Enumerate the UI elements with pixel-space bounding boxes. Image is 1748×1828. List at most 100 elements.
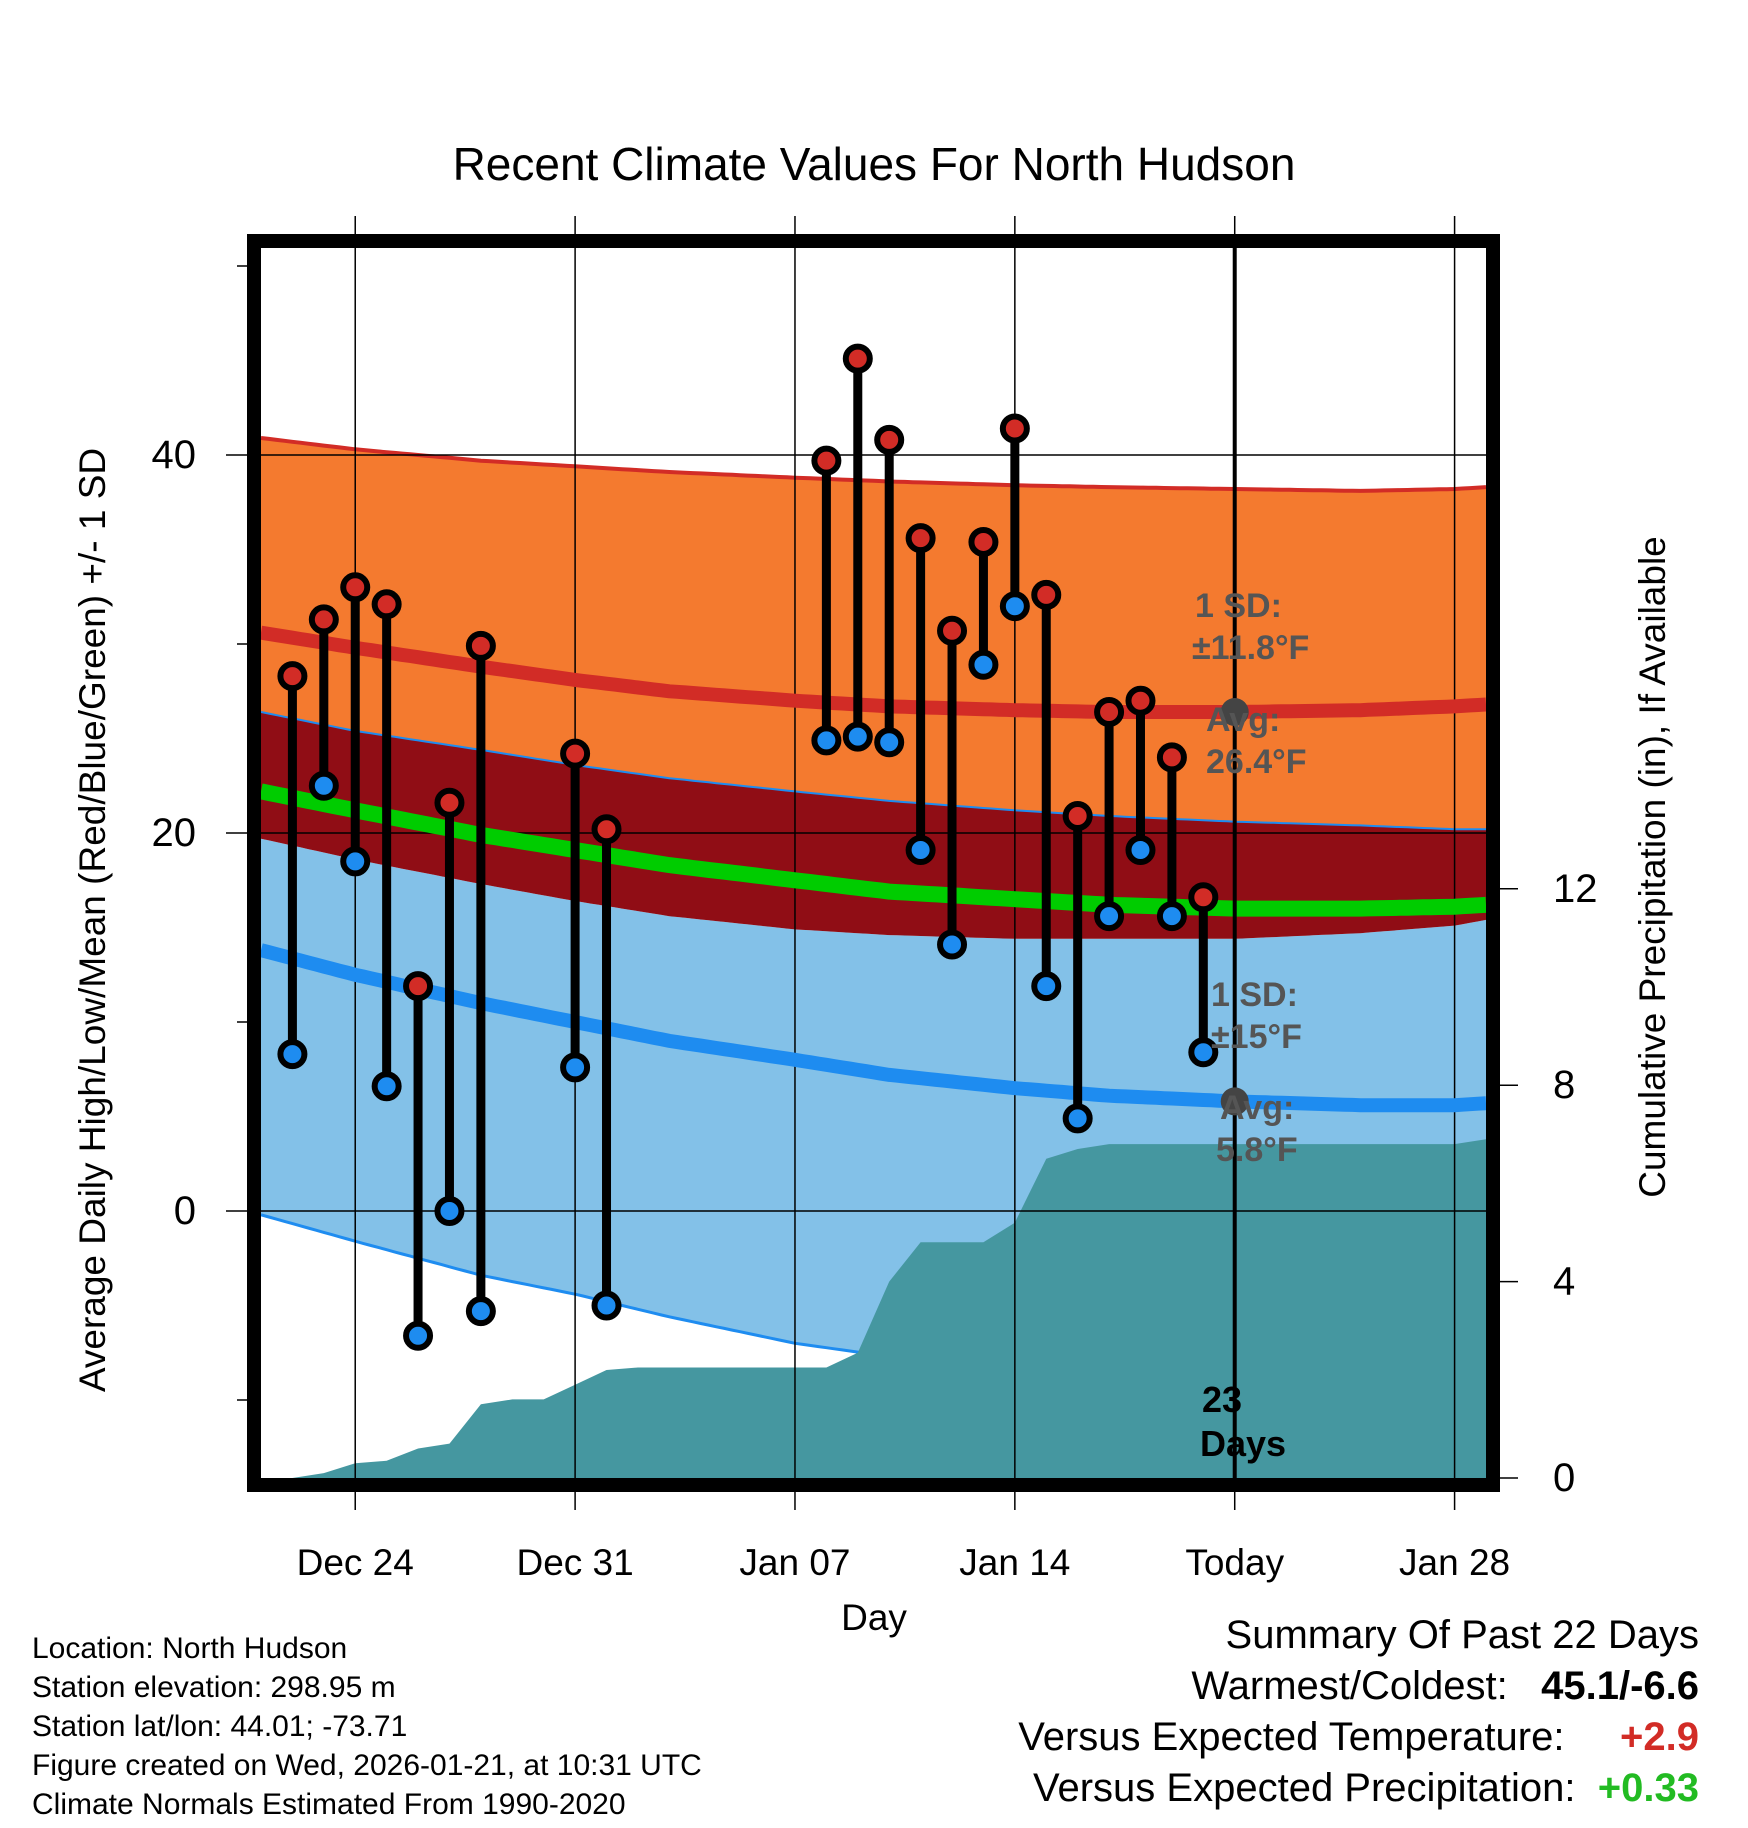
low-avg-marker — [1220, 1087, 1249, 1116]
observation-day — [1094, 697, 1125, 932]
observation-day — [1125, 685, 1156, 866]
x-tick-label: Jan 28 — [1399, 1542, 1510, 1583]
low-marker — [999, 591, 1030, 622]
high-marker — [937, 615, 968, 646]
observation-day — [434, 787, 465, 1226]
x-tick-label: Jan 07 — [739, 1542, 850, 1583]
low-marker — [1062, 1103, 1093, 1134]
high-marker — [968, 526, 999, 557]
low-marker — [811, 725, 842, 756]
high-avg-label: Avg: — [1206, 701, 1280, 739]
high-marker — [1062, 800, 1093, 831]
high-avg-marker — [1220, 698, 1249, 727]
days-label: Days — [1200, 1423, 1286, 1464]
low-marker — [1031, 971, 1062, 1002]
high-marker — [465, 630, 496, 661]
y-tick-label: 40 — [152, 433, 197, 477]
high-marker — [560, 738, 591, 769]
low-marker — [403, 1320, 434, 1351]
overlap-band — [261, 712, 1486, 939]
low-marker — [1094, 901, 1125, 932]
high-marker — [905, 523, 936, 554]
temp-anomaly-label: Versus Expected Temperature: — [1018, 1715, 1565, 1759]
precip-anomaly-label: Versus Expected Precipitation: — [1033, 1766, 1576, 1810]
chart-title: Recent Climate Values For North Hudson — [453, 138, 1296, 190]
low-marker — [465, 1296, 496, 1327]
summary-panel: Summary Of Past 22 Days Warmest/Coldest:… — [1018, 1610, 1699, 1814]
y-right-axis-title: Cumulative Precipitation (in), If Availa… — [1632, 536, 1673, 1198]
high-marker — [874, 424, 905, 455]
temp-anomaly-value: +2.9 — [1620, 1715, 1699, 1759]
observation-day — [905, 523, 936, 866]
observation-day — [560, 738, 591, 1083]
observation-day — [842, 343, 873, 752]
low-marker — [937, 929, 968, 960]
location-text: Location: North Hudson — [32, 1632, 348, 1665]
low-marker — [1188, 1037, 1219, 1068]
low-marker — [591, 1290, 622, 1321]
high-sd-label: 1 SD: — [1195, 587, 1282, 625]
observation-day — [371, 589, 402, 1102]
y-right-tick-label: 12 — [1553, 867, 1598, 911]
high-lower-line — [261, 711, 1486, 831]
high-marker — [811, 445, 842, 476]
observation-day — [591, 814, 622, 1321]
observation-day — [465, 630, 496, 1327]
low-marker — [340, 846, 371, 877]
y-right-tick-label: 4 — [1553, 1260, 1575, 1304]
observation-day — [340, 572, 371, 877]
warmest-label: Warmest/Coldest: — [1191, 1664, 1508, 1708]
summary-heading: Summary Of Past 22 Days — [1225, 1613, 1699, 1657]
high-marker — [403, 971, 434, 1002]
low-marker — [308, 770, 339, 801]
high-marker — [842, 343, 873, 374]
low-marker — [968, 649, 999, 680]
high-marker — [434, 787, 465, 818]
high-marker — [277, 661, 308, 692]
high-marker — [371, 589, 402, 620]
latlon-text: Station lat/lon: 44.01; -73.71 — [32, 1710, 408, 1743]
high-marker — [1094, 697, 1125, 728]
y-tick-label: 0 — [174, 1189, 196, 1233]
x-axis-title: Day — [841, 1597, 907, 1638]
low-avg-label: Avg: — [1220, 1089, 1294, 1127]
low-sd-value: ±15°F — [1211, 1018, 1302, 1056]
plot-overlay — [247, 234, 1500, 1492]
low-marker — [434, 1196, 465, 1226]
high-marker — [308, 604, 339, 635]
low-marker — [1156, 901, 1187, 932]
observation-day — [1062, 800, 1093, 1134]
high-sd-band — [261, 438, 1486, 830]
high-marker — [1125, 685, 1156, 716]
observation-day — [1188, 882, 1219, 1068]
low-marker — [560, 1052, 591, 1083]
y-right-tick-label: 0 — [1553, 1456, 1575, 1500]
high-upper-line — [261, 436, 1486, 493]
low-sd-label: 1 SD: — [1211, 976, 1298, 1014]
low-mean-line — [261, 943, 1486, 1113]
mean-line — [261, 783, 1486, 917]
high-marker — [999, 413, 1030, 444]
high-sd-value: ±11.8°F — [1192, 629, 1309, 667]
observation-day — [968, 526, 999, 680]
low-marker — [874, 727, 905, 758]
observation-day — [874, 424, 905, 758]
high-marker — [1031, 579, 1062, 610]
high-marker — [1156, 742, 1187, 773]
warmest-value: 45.1/-6.6 — [1541, 1664, 1699, 1708]
y-axis-title: Average Daily High/Low/Mean (Red/Blue/Gr… — [72, 448, 113, 1392]
low-marker — [1125, 835, 1156, 866]
axes: Dec 24 Dec 31 Jan 07 Jan 14 Today Jan 2802040… — [152, 216, 1598, 1583]
x-tick-label: Dec 24 — [297, 1542, 414, 1583]
observation-day — [999, 413, 1030, 622]
low-marker — [371, 1071, 402, 1102]
low-marker — [277, 1039, 308, 1070]
observation-day — [1156, 742, 1187, 932]
observation-day — [1031, 579, 1062, 1002]
observation-day — [937, 615, 968, 960]
low-marker — [905, 835, 936, 866]
observation-day — [403, 971, 434, 1351]
high-marker — [591, 814, 622, 845]
y-tick-label: 20 — [152, 811, 197, 855]
station-info: Location: North Hudson Station elevation… — [32, 1629, 702, 1824]
